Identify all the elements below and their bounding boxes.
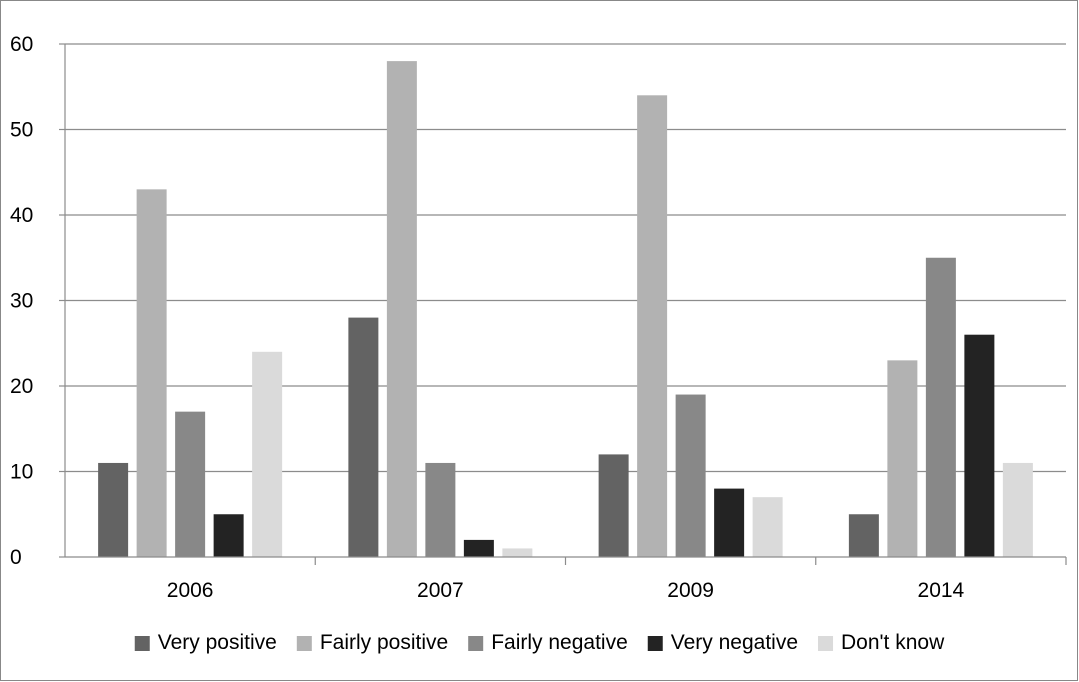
bar-don-t-know-2006 [252, 351, 283, 557]
bar-fairly-positive-2006 [136, 189, 167, 557]
legend-label: Fairly positive [320, 631, 448, 654]
bar-fairly-negative-2014 [925, 257, 956, 557]
bar-fairly-positive-2007 [386, 61, 417, 557]
legend-swatch [134, 636, 150, 651]
bars [98, 61, 1033, 558]
legend-swatch [647, 636, 663, 651]
legend-label: Don't know [841, 631, 945, 654]
bar-very-negative-2014 [964, 334, 995, 557]
bar-don-t-know-2009 [752, 497, 783, 557]
bar-fairly-positive-2014 [887, 360, 918, 557]
x-tick-label: 2009 [667, 579, 714, 602]
bar-fairly-negative-2007 [425, 462, 456, 557]
legend-label: Very positive [158, 631, 277, 654]
bar-very-positive-2007 [348, 317, 379, 557]
legend-swatch [296, 636, 312, 651]
bar-fairly-positive-2009 [637, 95, 668, 558]
y-tick-label: 20 [10, 375, 33, 398]
bar-very-positive-2009 [598, 454, 629, 557]
y-tick-label: 30 [10, 290, 33, 313]
legend-label: Fairly negative [491, 631, 628, 654]
bar-very-negative-2007 [463, 539, 494, 557]
y-tick-label: 50 [10, 119, 33, 142]
bar-very-positive-2006 [98, 462, 129, 557]
x-tick-label: 2006 [167, 579, 214, 602]
y-tick-label: 10 [10, 461, 33, 484]
bar-don-t-know-2014 [1002, 462, 1033, 557]
x-tick-label: 2014 [918, 579, 965, 602]
bar-very-negative-2006 [213, 514, 244, 557]
y-tick-label: 0 [10, 546, 22, 569]
bar-very-positive-2014 [848, 514, 879, 557]
y-tick-label: 40 [10, 204, 33, 227]
legend-label: Very negative [671, 631, 798, 654]
bar-fairly-negative-2009 [675, 394, 706, 557]
y-tick-label: 60 [10, 33, 33, 56]
legend-swatch [818, 636, 834, 651]
x-tick-label: 2007 [417, 579, 464, 602]
legend: Very positive Fairly positive Fairly negat… [134, 631, 945, 654]
bar-fairly-negative-2006 [175, 411, 206, 557]
bar-very-negative-2009 [714, 488, 745, 557]
bar-don-t-know-2007 [502, 548, 533, 557]
axes: 0 10 20 30 40 50 60 2006 2007 2009 2014 [10, 33, 1067, 602]
legend-swatch [468, 636, 484, 651]
